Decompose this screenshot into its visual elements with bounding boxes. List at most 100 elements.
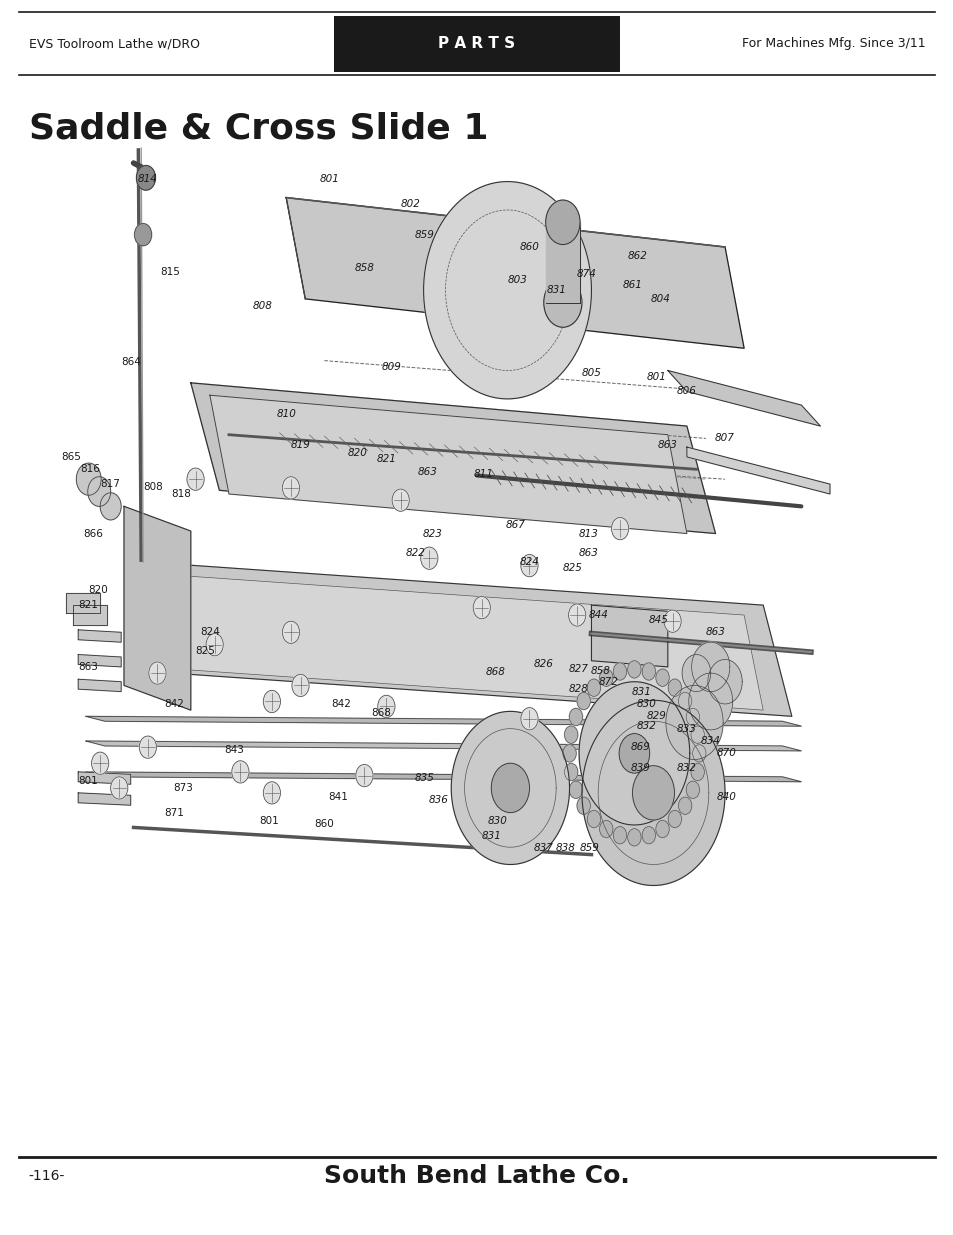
Circle shape	[598, 820, 612, 837]
Circle shape	[91, 752, 109, 774]
Text: 823: 823	[422, 529, 441, 538]
Text: 830: 830	[637, 699, 656, 709]
Text: 872: 872	[598, 677, 618, 687]
Circle shape	[611, 517, 628, 540]
Polygon shape	[286, 198, 743, 348]
Text: 838: 838	[556, 844, 575, 853]
Circle shape	[568, 604, 585, 626]
Circle shape	[543, 278, 581, 327]
Text: 858: 858	[591, 666, 610, 676]
Text: For Machines Mfg. Since 3/11: For Machines Mfg. Since 3/11	[741, 37, 924, 51]
Circle shape	[136, 165, 155, 190]
Text: 863: 863	[578, 548, 598, 558]
Circle shape	[545, 200, 579, 245]
Text: 807: 807	[715, 433, 734, 443]
Circle shape	[392, 489, 409, 511]
Polygon shape	[423, 182, 591, 399]
Circle shape	[656, 669, 669, 687]
Polygon shape	[707, 659, 741, 704]
Text: 810: 810	[276, 409, 295, 419]
Text: 843: 843	[224, 745, 243, 755]
Circle shape	[263, 690, 280, 713]
Circle shape	[187, 468, 204, 490]
Text: 803: 803	[508, 275, 527, 285]
Polygon shape	[78, 655, 121, 667]
Circle shape	[100, 493, 121, 520]
Polygon shape	[78, 679, 121, 692]
Text: 801: 801	[319, 174, 338, 184]
Circle shape	[569, 782, 582, 799]
Text: 816: 816	[81, 464, 100, 474]
Polygon shape	[162, 574, 762, 710]
Text: 826: 826	[534, 659, 553, 669]
Text: 860: 860	[314, 819, 334, 829]
Text: 809: 809	[381, 362, 400, 372]
Circle shape	[564, 726, 578, 743]
Circle shape	[76, 463, 101, 495]
Text: 817: 817	[100, 479, 119, 489]
Circle shape	[111, 777, 128, 799]
Circle shape	[377, 695, 395, 718]
Circle shape	[663, 610, 680, 632]
Text: 865: 865	[62, 452, 81, 462]
Circle shape	[618, 734, 649, 773]
Circle shape	[627, 661, 640, 678]
Text: 831: 831	[632, 687, 651, 697]
Text: 868: 868	[486, 667, 505, 677]
Circle shape	[420, 547, 437, 569]
Text: 836: 836	[429, 795, 448, 805]
Circle shape	[263, 782, 280, 804]
Text: 874: 874	[577, 269, 596, 279]
Polygon shape	[686, 447, 829, 494]
Text: 801: 801	[78, 776, 97, 785]
Polygon shape	[210, 395, 686, 534]
Polygon shape	[578, 682, 689, 825]
Text: 821: 821	[78, 600, 97, 610]
Text: 861: 861	[622, 280, 641, 290]
Text: 863: 863	[417, 467, 436, 477]
Text: 825: 825	[562, 563, 581, 573]
Text: EVS Toolroom Lathe w/DRO: EVS Toolroom Lathe w/DRO	[29, 37, 199, 51]
Polygon shape	[191, 383, 715, 534]
Polygon shape	[665, 685, 722, 760]
Circle shape	[355, 764, 373, 787]
Text: 820: 820	[348, 448, 367, 458]
Text: 828: 828	[569, 684, 588, 694]
Polygon shape	[667, 370, 820, 426]
Text: 835: 835	[415, 773, 434, 783]
Polygon shape	[78, 772, 131, 784]
Text: 805: 805	[581, 368, 600, 378]
Circle shape	[577, 797, 590, 814]
Text: 842: 842	[165, 699, 184, 709]
Circle shape	[232, 761, 249, 783]
Polygon shape	[591, 605, 667, 667]
Polygon shape	[66, 593, 100, 613]
Text: 864: 864	[122, 357, 141, 367]
Text: 858: 858	[355, 263, 374, 273]
Text: South Bend Lathe Co.: South Bend Lathe Co.	[324, 1163, 629, 1188]
Circle shape	[139, 736, 156, 758]
Polygon shape	[86, 741, 801, 751]
Circle shape	[562, 745, 576, 762]
Text: 840: 840	[717, 792, 736, 802]
Text: 819: 819	[291, 440, 310, 450]
Text: 834: 834	[700, 736, 720, 746]
Text: Saddle & Cross Slide 1: Saddle & Cross Slide 1	[29, 111, 488, 146]
Text: 804: 804	[650, 294, 669, 304]
Text: 829: 829	[646, 711, 665, 721]
Polygon shape	[72, 605, 107, 625]
Text: 863: 863	[705, 627, 724, 637]
Text: 842: 842	[332, 699, 351, 709]
Text: 841: 841	[329, 792, 348, 802]
Text: 808: 808	[253, 301, 272, 311]
Circle shape	[692, 745, 705, 762]
Text: 813: 813	[578, 529, 598, 538]
Text: 868: 868	[372, 708, 391, 718]
Circle shape	[678, 693, 691, 710]
Polygon shape	[124, 506, 191, 710]
Text: 844: 844	[588, 610, 607, 620]
Circle shape	[627, 829, 640, 846]
Polygon shape	[681, 655, 710, 692]
Circle shape	[667, 810, 680, 827]
Text: 870: 870	[717, 748, 736, 758]
